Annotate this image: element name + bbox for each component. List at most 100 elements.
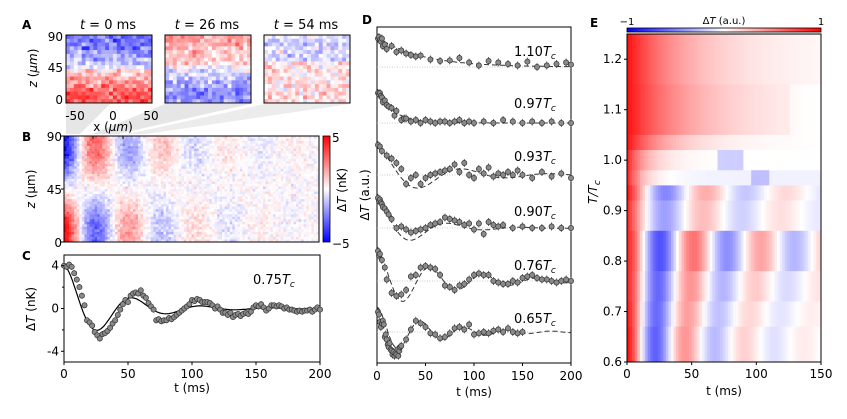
heatmap-cell <box>237 161 241 164</box>
heatmap-cell <box>99 143 103 147</box>
heatmap-cell <box>79 173 83 177</box>
heatmap-cell <box>97 158 100 162</box>
heatmap-cell <box>128 57 133 62</box>
heatmap-cell <box>199 158 202 162</box>
heatmap-cell <box>99 158 103 162</box>
heatmap-cell <box>150 186 154 190</box>
heatmap-cell <box>326 61 331 66</box>
heatmap-cell <box>163 206 167 210</box>
heatmap-cell <box>66 65 71 70</box>
heatmap-cell <box>211 156 215 159</box>
heatmap-cell <box>275 156 279 159</box>
heatmap-cell <box>92 224 95 228</box>
heatmap-cell <box>267 87 273 92</box>
heatmap-cell <box>186 201 190 205</box>
heatmap-cell <box>247 204 251 207</box>
heatmap-cell <box>76 146 80 149</box>
heatmap-cell <box>285 219 289 223</box>
heatmap-cell <box>247 84 252 89</box>
heatmap-cell <box>242 173 246 177</box>
heatmap-cell <box>116 50 122 55</box>
heatmap-cell <box>84 161 88 164</box>
heatmap-cell <box>127 173 131 177</box>
heatmap-cell <box>76 158 80 162</box>
heatmap-cell <box>84 171 88 175</box>
heatmap-cell <box>115 176 118 180</box>
heatmap-cell <box>94 143 98 147</box>
heatmap-cell <box>168 229 172 233</box>
heatmap-cell <box>171 221 174 225</box>
heatmap-cell <box>338 42 343 47</box>
heatmap-cell <box>222 138 225 142</box>
heatmap-cell <box>199 216 202 220</box>
heatmap-cell <box>155 176 159 180</box>
heatmap-cell <box>242 211 246 215</box>
heatmap-cell <box>137 209 141 212</box>
heatmap-cell <box>283 80 288 85</box>
heatmap-cell <box>196 50 201 55</box>
heatmap-cell <box>293 204 297 207</box>
heatmap-cell <box>130 178 134 182</box>
heatmap-cell <box>255 158 258 162</box>
heatmap-cell <box>273 176 276 180</box>
heatmap-cell <box>283 53 288 58</box>
heatmap-cell <box>270 181 274 185</box>
heatmap-cell <box>283 46 288 51</box>
heatmap-cell <box>268 196 271 200</box>
heatmap-cell <box>247 53 252 58</box>
heatmap-cell <box>290 168 294 172</box>
heatmap-cell <box>158 138 162 142</box>
heatmap-cell <box>176 72 181 77</box>
heatmap-cell <box>250 148 253 152</box>
heatmap-cell <box>188 50 193 55</box>
heatmap-cell <box>143 168 146 172</box>
heatmap-cell <box>77 91 82 96</box>
heatmap-cell <box>135 189 139 192</box>
heatmap-cell <box>215 69 221 74</box>
heatmap-cell <box>97 166 100 170</box>
heatmap-cell <box>143 199 146 202</box>
heatmap-cell <box>148 61 153 66</box>
heatmap-cell <box>278 171 281 175</box>
heatmap-cell <box>89 143 93 147</box>
heatmap-cell <box>188 99 193 104</box>
heatmap-cell <box>79 229 83 233</box>
heatmap-cell <box>81 219 85 223</box>
heatmap-cell <box>290 226 294 230</box>
heatmap-cell <box>171 138 174 142</box>
heatmap-cell <box>109 50 114 55</box>
heatmap-cell <box>186 219 190 223</box>
subplot-frame <box>164 34 252 104</box>
heatmap-cell <box>278 143 281 147</box>
heatmap-cell <box>255 151 258 154</box>
heatmap-cell <box>311 194 315 197</box>
heatmap-cell <box>109 80 114 85</box>
heatmap-cell <box>166 148 169 152</box>
heatmap-cell <box>260 178 264 182</box>
heatmap-cell <box>92 214 95 217</box>
heatmap-cell <box>224 221 228 225</box>
heatmap-cell <box>206 181 210 185</box>
heatmap-cell <box>303 166 307 170</box>
heatmap-cell <box>196 171 200 175</box>
heatmap-cell <box>168 42 174 47</box>
heatmap-cell <box>268 224 271 228</box>
heatmap-cell <box>265 221 269 225</box>
heatmap-cell <box>64 216 67 220</box>
heatmap-cell <box>137 189 141 192</box>
heatmap-cell <box>166 199 169 202</box>
heatmap-cell <box>262 146 266 149</box>
heatmap-cell <box>144 38 149 43</box>
heatmap-cell <box>127 166 131 170</box>
heatmap-cell <box>188 186 192 190</box>
heatmap-cell <box>268 204 271 207</box>
heatmap-cell <box>66 168 70 172</box>
heatmap-cell <box>85 53 90 58</box>
heatmap-cell <box>273 211 276 215</box>
heatmap-cell <box>125 158 128 162</box>
heatmap-cell <box>101 53 106 58</box>
heatmap-cell <box>313 194 317 197</box>
heatmap-cell <box>247 76 252 81</box>
heatmap-cell <box>105 76 110 81</box>
heatmap-cell <box>247 42 252 47</box>
